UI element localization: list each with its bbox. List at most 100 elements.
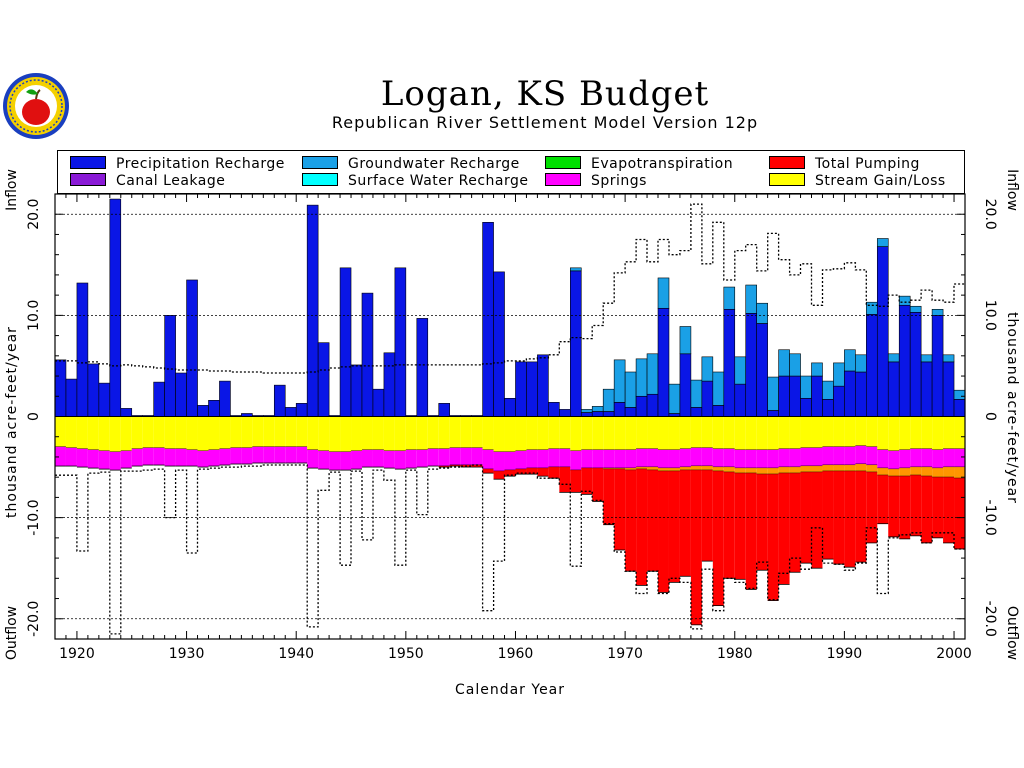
bar-springs-1925 bbox=[131, 448, 143, 467]
bar-stream-gain-loss-1925 bbox=[131, 416, 143, 449]
bar-springs-1961 bbox=[526, 449, 538, 469]
bar-precipitation-recharge-1970 bbox=[624, 407, 637, 417]
bar-springs-1923 bbox=[109, 451, 121, 471]
bar-total-pumping-1978 bbox=[712, 471, 724, 606]
y-tick-label-right: 10.0 bbox=[982, 300, 998, 331]
bar-other-outflow-1984 bbox=[778, 467, 790, 474]
bar-total-pumping-1973 bbox=[658, 471, 669, 593]
bar-stream-gain-loss-1936 bbox=[252, 416, 264, 447]
bar-other-outflow-1999 bbox=[943, 467, 955, 478]
bar-other-outflow-1978 bbox=[712, 467, 724, 472]
bar-other-outflow-1975 bbox=[679, 467, 691, 471]
bar-springs-1981 bbox=[745, 449, 757, 469]
bar-other-outflow-1977 bbox=[701, 466, 713, 471]
legend-label: Springs bbox=[591, 173, 647, 189]
axes-layer: 1920 1930 1940 1950 1960 1970 1980 1990 2000 20.0… bbox=[26, 193, 998, 662]
bar-groundwater-recharge-1982 bbox=[756, 302, 768, 324]
bar-springs-1989 bbox=[833, 446, 845, 466]
bar-groundwater-recharge-1991 bbox=[855, 354, 867, 373]
x-axis-label: Calendar Year bbox=[455, 682, 565, 698]
bar-springs-1941 bbox=[307, 449, 319, 469]
y-tick-label-left: -10.0 bbox=[26, 500, 42, 536]
bar-precipitation-recharge-1975 bbox=[679, 353, 692, 417]
bar-precipitation-recharge-1967 bbox=[591, 411, 604, 417]
legend-swatch bbox=[769, 173, 805, 186]
bar-stream-gain-loss-1918 bbox=[55, 416, 66, 447]
bar-total-pumping-1963 bbox=[548, 467, 560, 479]
bar-precipitation-recharge-1928 bbox=[164, 315, 176, 417]
bar-other-outflow-1985 bbox=[789, 467, 801, 474]
x-tick-label: 2000 bbox=[936, 646, 972, 662]
legend-item-total-pumping: Total Pumping bbox=[769, 156, 920, 172]
y-axis-inflow-label-left: Inflow bbox=[4, 169, 20, 211]
bar-stream-gain-loss-1991 bbox=[855, 416, 867, 446]
bar-stream-gain-loss-1935 bbox=[241, 416, 253, 448]
bar-total-pumping-1969 bbox=[614, 469, 626, 550]
bar-stream-gain-loss-1950 bbox=[405, 416, 417, 450]
legend-item-stream-gain-loss: Stream Gain/Loss bbox=[769, 173, 946, 189]
bar-groundwater-recharge-1996 bbox=[909, 305, 922, 313]
bar-other-outflow-2000 bbox=[954, 467, 965, 479]
bar-stream-gain-loss-1979 bbox=[723, 416, 735, 449]
bar-groundwater-recharge-1973 bbox=[657, 277, 670, 309]
bar-stream-gain-loss-1976 bbox=[690, 416, 702, 448]
bar-stream-gain-loss-1946 bbox=[361, 416, 373, 450]
y-axis-outflow-label-left: Outflow bbox=[4, 606, 20, 660]
bar-precipitation-recharge-1958 bbox=[493, 271, 505, 417]
bar-groundwater-recharge-1983 bbox=[767, 376, 779, 411]
y-tick-label-right: -10.0 bbox=[982, 500, 998, 536]
bar-groundwater-recharge-1975 bbox=[679, 326, 692, 355]
bar-total-pumping-1960 bbox=[515, 469, 527, 475]
bar-stream-gain-loss-1954 bbox=[449, 416, 461, 448]
bar-precipitation-recharge-1969 bbox=[613, 402, 626, 417]
bar-total-pumping-1964 bbox=[559, 467, 571, 493]
bar-springs-1995 bbox=[899, 449, 911, 469]
bar-groundwater-recharge-1971 bbox=[635, 358, 648, 397]
bar-total-pumping-1972 bbox=[647, 470, 659, 572]
bar-stream-gain-loss-1949 bbox=[394, 416, 406, 451]
bar-other-outflow-1982 bbox=[756, 468, 768, 475]
bar-stream-gain-loss-1930 bbox=[186, 416, 198, 450]
x-tick-label: 1980 bbox=[717, 646, 753, 662]
bar-springs-1956 bbox=[471, 447, 483, 466]
y-axis-label-right: thousand acre-feet/year bbox=[1004, 312, 1020, 504]
bar-stream-gain-loss-1984 bbox=[778, 416, 790, 449]
bar-stream-gain-loss-1990 bbox=[844, 416, 856, 447]
bar-groundwater-recharge-1989 bbox=[833, 362, 845, 387]
bar-springs-1977 bbox=[701, 447, 713, 467]
bar-stream-gain-loss-1955 bbox=[460, 416, 472, 448]
bar-springs-1969 bbox=[614, 449, 626, 469]
bar-precipitation-recharge-1930 bbox=[186, 279, 198, 417]
bar-stream-gain-loss-1981 bbox=[745, 416, 757, 450]
bar-springs-1976 bbox=[690, 447, 702, 467]
bar-stream-gain-loss-1920 bbox=[76, 416, 88, 449]
chart-legend: Precipitation Recharge Groundwater Recha… bbox=[57, 150, 965, 194]
bar-total-pumping-1962 bbox=[537, 468, 549, 477]
bar-groundwater-recharge-1992 bbox=[866, 301, 878, 315]
bar-springs-1997 bbox=[921, 448, 933, 468]
legend-item-evapotranspiration: Evapotranspiration bbox=[545, 156, 733, 172]
bar-groundwater-recharge-1990 bbox=[844, 349, 856, 372]
bar-groundwater-recharge-1966 bbox=[580, 409, 593, 413]
bar-springs-1963 bbox=[548, 448, 560, 468]
bar-springs-1964 bbox=[559, 448, 571, 468]
bar-precipitation-recharge-1965 bbox=[570, 270, 582, 417]
y-tick-label-right: -20.0 bbox=[982, 601, 998, 637]
bar-springs-1955 bbox=[460, 447, 472, 466]
bar-groundwater-recharge-1977 bbox=[701, 356, 714, 382]
bar-springs-1993 bbox=[877, 449, 889, 469]
bar-groundwater-recharge-1967 bbox=[591, 406, 604, 412]
bar-precipitation-recharge-1994 bbox=[887, 361, 900, 417]
bar-groundwater-recharge-2000 bbox=[953, 389, 966, 400]
y-tick-label-left: -20.0 bbox=[26, 601, 42, 637]
bar-stream-gain-loss-1926 bbox=[142, 416, 154, 448]
bar-springs-1987 bbox=[811, 447, 823, 467]
bar-groundwater-recharge-1980 bbox=[734, 356, 747, 385]
bar-other-outflow-1981 bbox=[745, 468, 757, 474]
bar-stream-gain-loss-1971 bbox=[636, 416, 648, 449]
bar-springs-1933 bbox=[219, 448, 231, 466]
bar-other-outflow-1979 bbox=[723, 467, 735, 473]
bar-other-outflow-1986 bbox=[800, 466, 812, 473]
bar-total-pumping-1989 bbox=[833, 471, 845, 565]
bar-stream-gain-loss-1928 bbox=[164, 416, 176, 449]
